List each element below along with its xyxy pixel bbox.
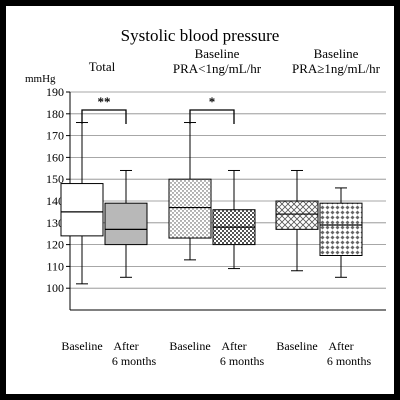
y-tick-label: 170 xyxy=(46,129,64,143)
x-category-label: Baseline xyxy=(169,339,210,353)
y-tick-label: 180 xyxy=(46,107,64,121)
x-category-label: Baseline xyxy=(61,339,102,353)
box-2-1 xyxy=(319,187,363,278)
y-tick-label: 110 xyxy=(46,259,64,273)
box-1-0 xyxy=(168,122,212,261)
box-0-0 xyxy=(60,122,104,285)
significance-bracket xyxy=(189,109,235,124)
group-labels: Total Baseline PRA<1ng/mL/hr Baseline PRA≥1n… xyxy=(89,46,381,76)
x-axis-labels: Baseline After 6 months Baseline After 6 mont… xyxy=(61,339,371,368)
boxes xyxy=(60,122,363,285)
box-2-0 xyxy=(275,169,319,272)
iqr-box xyxy=(168,178,212,239)
group-label: Baseline PRA<1ng/mL/hr xyxy=(173,46,262,76)
y-tick-label: 100 xyxy=(46,281,64,295)
significance-marker: ** xyxy=(98,94,111,109)
significance-brackets: ** * xyxy=(81,94,235,124)
y-tick-label: 150 xyxy=(46,172,64,186)
y-tick-label: 130 xyxy=(46,216,64,230)
x-category-label: Baseline xyxy=(276,339,317,353)
box-1-1 xyxy=(212,169,256,270)
x-category-label: After 6 months xyxy=(220,339,265,368)
y-tick-label: 160 xyxy=(46,150,64,164)
y-tick-label: 120 xyxy=(46,238,64,252)
significance-marker: * xyxy=(209,94,216,109)
x-category-label: After 6 months xyxy=(327,339,372,368)
x-category-label: After 6 months xyxy=(112,339,157,368)
gridlines xyxy=(70,91,386,289)
iqr-box xyxy=(104,202,148,246)
chart-title: Systolic blood pressure xyxy=(121,26,280,45)
y-tick-label: 190 xyxy=(46,85,64,99)
group-label: Baseline PRA≥1ng/mL/hr xyxy=(292,46,381,76)
y-tick-label: 140 xyxy=(46,194,64,208)
iqr-box xyxy=(319,202,363,256)
iqr-box xyxy=(60,183,104,237)
iqr-box xyxy=(275,200,319,230)
y-axis-label: mmHg xyxy=(25,73,56,85)
group-label: Total xyxy=(89,59,116,74)
significance-bracket xyxy=(81,109,127,124)
box-0-1 xyxy=(104,169,148,278)
